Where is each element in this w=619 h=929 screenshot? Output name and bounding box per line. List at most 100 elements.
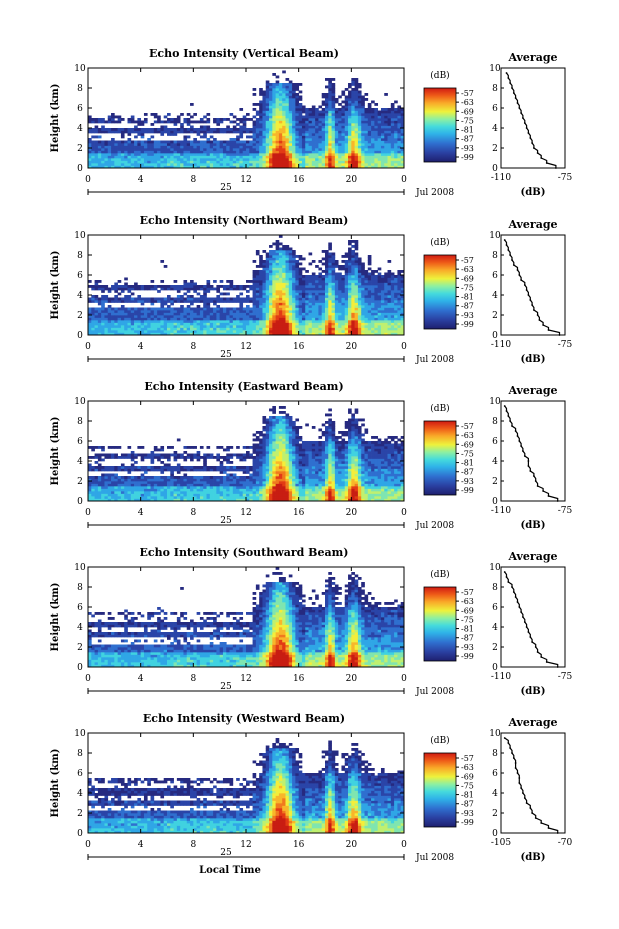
heatmap-cell [262, 265, 267, 268]
heatmap-cell [213, 150, 217, 154]
heatmap-cell [301, 275, 306, 278]
heatmap-cell [269, 143, 273, 146]
heatmap-cell [285, 287, 290, 291]
heatmap-cell [117, 140, 122, 144]
heatmap-cell [384, 123, 388, 126]
heatmap-cell [147, 307, 151, 311]
heatmap-cell [127, 155, 132, 159]
heatmap-cell [190, 312, 194, 316]
heatmap-cell [328, 125, 332, 129]
heatmap-cell [167, 163, 171, 166]
heatmap-cell [292, 160, 296, 164]
heatmap-cell [246, 325, 250, 328]
heatmap-cell [255, 120, 260, 124]
heatmap-cell [338, 160, 342, 164]
heatmap-cell [209, 310, 214, 313]
heatmap-cell [216, 315, 221, 318]
heatmap-cell [111, 478, 115, 482]
heatmap-cell [387, 315, 392, 318]
heatmap-cell [120, 476, 125, 479]
heatmap-cell [400, 270, 405, 273]
heatmap-cell [364, 272, 369, 276]
heatmap-cell [190, 280, 194, 283]
heatmap-cell [209, 322, 214, 326]
heatmap-cell [157, 143, 161, 146]
heatmap-cell [275, 138, 280, 141]
heatmap-cell [114, 473, 118, 477]
heatmap-cell [242, 285, 247, 288]
heatmap-cell [278, 83, 283, 86]
heatmap-cell [196, 332, 201, 336]
heatmap-cell [371, 138, 375, 141]
heatmap-cell [400, 327, 405, 331]
heatmap-cell [170, 155, 174, 159]
heatmap-cell [367, 285, 372, 288]
heatmap-cell [397, 310, 402, 313]
heatmap-cell [203, 115, 207, 119]
heatmap-cell [334, 322, 339, 326]
heatmap-cell [354, 292, 359, 296]
heatmap-cell [209, 312, 214, 316]
heatmap-cell [354, 95, 359, 99]
heatmap-cell [338, 322, 342, 326]
heatmap-cell [400, 143, 405, 146]
heatmap-cell [341, 297, 346, 301]
heatmap-cell [305, 118, 309, 121]
heatmap-cell [315, 332, 319, 336]
heatmap-cell [367, 125, 372, 129]
heatmap-cell [137, 332, 142, 336]
heatmap-cell [351, 282, 355, 286]
heatmap-cell [278, 252, 283, 256]
heatmap-cell [325, 272, 329, 276]
y-tick-label: 4 [77, 124, 83, 134]
heatmap-cell [246, 327, 250, 331]
heatmap-cell [265, 80, 270, 84]
heatmap-cell [91, 310, 95, 313]
heatmap-cell [246, 330, 250, 333]
heatmap-cell [137, 317, 142, 321]
heatmap-cell [242, 115, 247, 119]
heatmap-cell [288, 252, 293, 256]
heatmap-cell [252, 153, 257, 156]
heatmap-cell [328, 115, 332, 119]
heatmap-cell [163, 130, 168, 134]
heatmap-cell [94, 446, 99, 449]
heatmap-cell [380, 300, 385, 303]
heatmap-cell [101, 481, 105, 484]
heatmap-cell [249, 148, 253, 151]
heatmap-cell [114, 478, 118, 482]
heatmap-cell [357, 272, 362, 276]
heatmap-cell [262, 272, 267, 276]
heatmap-cell [272, 123, 276, 126]
heatmap-cell [321, 103, 326, 106]
heatmap-cell [278, 305, 283, 308]
heatmap-cell [295, 150, 300, 154]
heatmap-cell [357, 290, 362, 293]
heatmap-cell [143, 285, 148, 288]
heatmap-cell [331, 265, 336, 268]
heatmap-cell [292, 300, 296, 303]
heatmap-cell [288, 320, 293, 323]
heatmap-cell [124, 295, 128, 298]
heatmap-cell [130, 128, 135, 131]
heatmap-cell [160, 456, 165, 459]
heatmap-cell [397, 120, 402, 124]
heatmap-cell [371, 148, 375, 151]
heatmap-cell [285, 300, 290, 303]
heatmap-cell [292, 110, 296, 114]
heatmap-cell [117, 153, 122, 156]
heatmap-cell [153, 478, 158, 482]
heatmap-cell [252, 330, 257, 333]
heatmap-cell [137, 165, 142, 169]
heatmap-cell [222, 330, 227, 333]
heatmap-cell [285, 115, 290, 119]
colorbar-tick-label: -75 [461, 116, 474, 125]
heatmap-cell [341, 113, 346, 116]
heatmap-cell [120, 488, 125, 492]
heatmap-cell [387, 113, 392, 116]
heatmap-cell [114, 165, 118, 169]
heatmap-cell [328, 317, 332, 321]
heatmap-cell [348, 133, 352, 136]
heatmap-cell [183, 315, 188, 318]
heatmap-cell [311, 272, 316, 276]
